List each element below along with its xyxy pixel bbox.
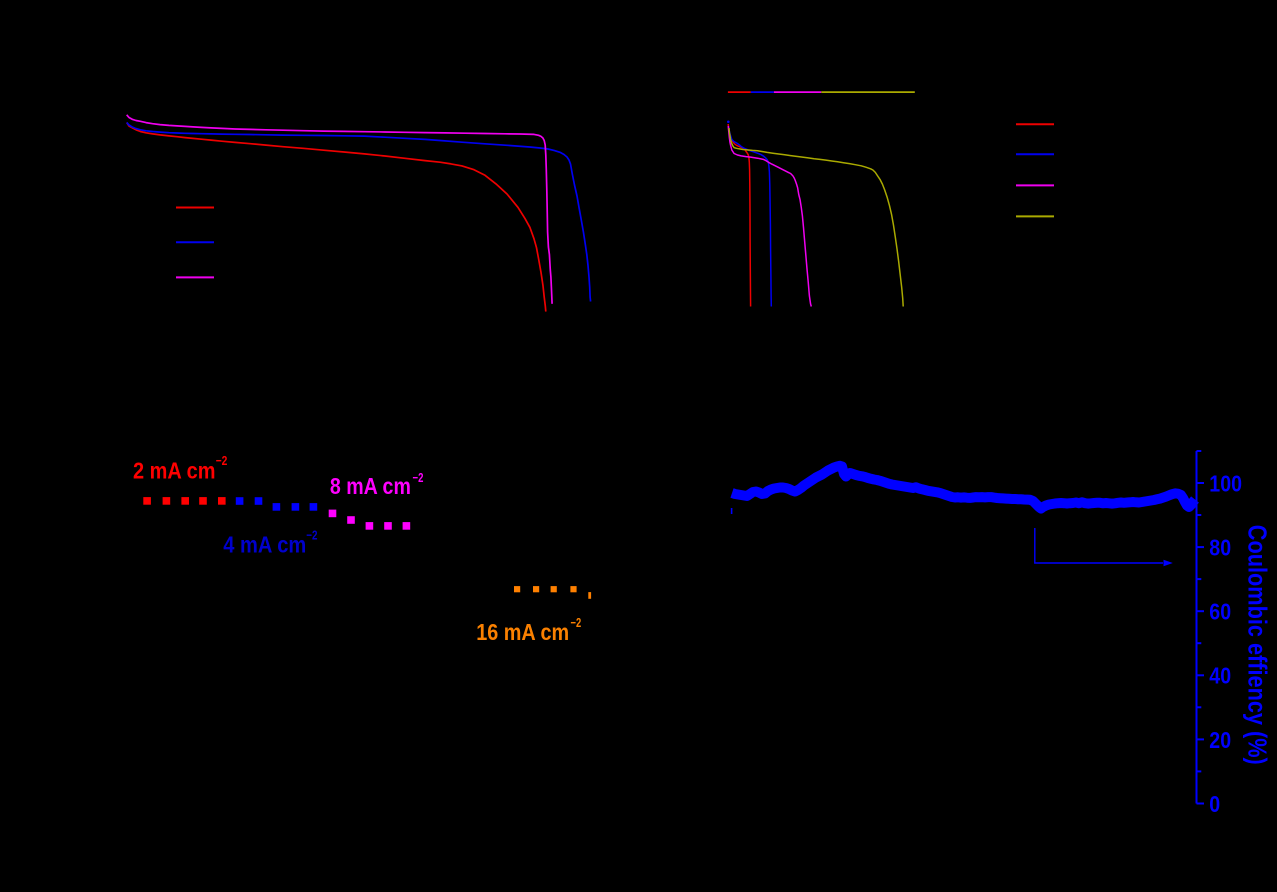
svg-text:Coulombic effiency (%): Coulombic effiency (%) xyxy=(1243,525,1273,765)
svg-text:−2: −2 xyxy=(306,527,317,542)
svg-text:16 mA cm: 16 mA cm xyxy=(476,619,569,645)
svg-text:40: 40 xyxy=(1209,663,1231,689)
svg-text:8 mA cm: 8 mA cm xyxy=(330,473,411,499)
svg-text:−2: −2 xyxy=(413,470,424,485)
svg-text:−2: −2 xyxy=(216,453,228,468)
svg-text:80: 80 xyxy=(1209,535,1231,561)
svg-text:0: 0 xyxy=(1209,791,1220,817)
svg-text:4 mA cm: 4 mA cm xyxy=(223,532,306,558)
svg-text:2 mA cm: 2 mA cm xyxy=(133,457,216,483)
svg-text:−2: −2 xyxy=(571,615,582,630)
svg-text:100: 100 xyxy=(1209,470,1242,496)
svg-text:60: 60 xyxy=(1209,599,1231,625)
svg-text:20: 20 xyxy=(1209,727,1231,753)
